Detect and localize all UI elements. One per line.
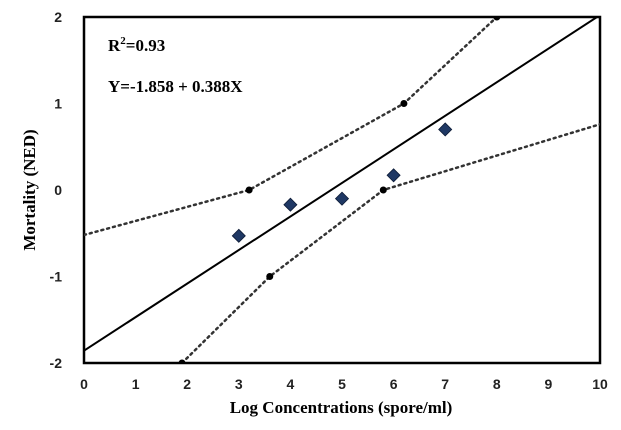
regression-equation: Y=-1.858 + 0.388X — [108, 77, 243, 96]
y-tick-label: 0 — [54, 182, 62, 198]
y-tick-label: 1 — [54, 96, 62, 112]
band-marker — [178, 359, 186, 363]
y-tick-label: -1 — [50, 269, 63, 285]
r-squared-label: R2=0.93 — [108, 35, 165, 55]
band-marker — [266, 273, 274, 280]
x-tick-label: 4 — [287, 376, 295, 392]
y-tick-label: -2 — [50, 355, 63, 371]
data-point — [231, 228, 246, 243]
plot-frame — [82, 15, 602, 365]
x-tick-label: 9 — [545, 376, 553, 392]
x-tick-label: 2 — [183, 376, 191, 392]
x-tick-label: 6 — [390, 376, 398, 392]
regression-line — [84, 17, 599, 352]
x-tick-label: 8 — [493, 376, 501, 392]
x-tick-label: 10 — [592, 376, 608, 392]
data-point — [334, 191, 350, 206]
x-tick-label: 3 — [235, 376, 243, 392]
x-tick-label: 0 — [80, 376, 88, 392]
x-tick-label: 5 — [338, 376, 346, 392]
upper-confidence-band — [84, 17, 499, 237]
y-tick-label: 2 — [54, 9, 62, 25]
band-marker — [379, 186, 387, 194]
band-marker — [245, 186, 253, 194]
data-point — [283, 197, 298, 212]
band-marker — [400, 100, 408, 107]
x-tick-label: 7 — [441, 376, 449, 392]
x-axis-title: Log Concentrations (spore/ml) — [230, 398, 453, 417]
band-marker — [493, 17, 501, 21]
data-point — [386, 168, 401, 183]
x-tick-label: 1 — [132, 376, 140, 392]
data-point — [438, 122, 453, 137]
y-axis-title: Mortality (NED) — [20, 129, 39, 250]
lower-confidence-band — [180, 123, 600, 363]
